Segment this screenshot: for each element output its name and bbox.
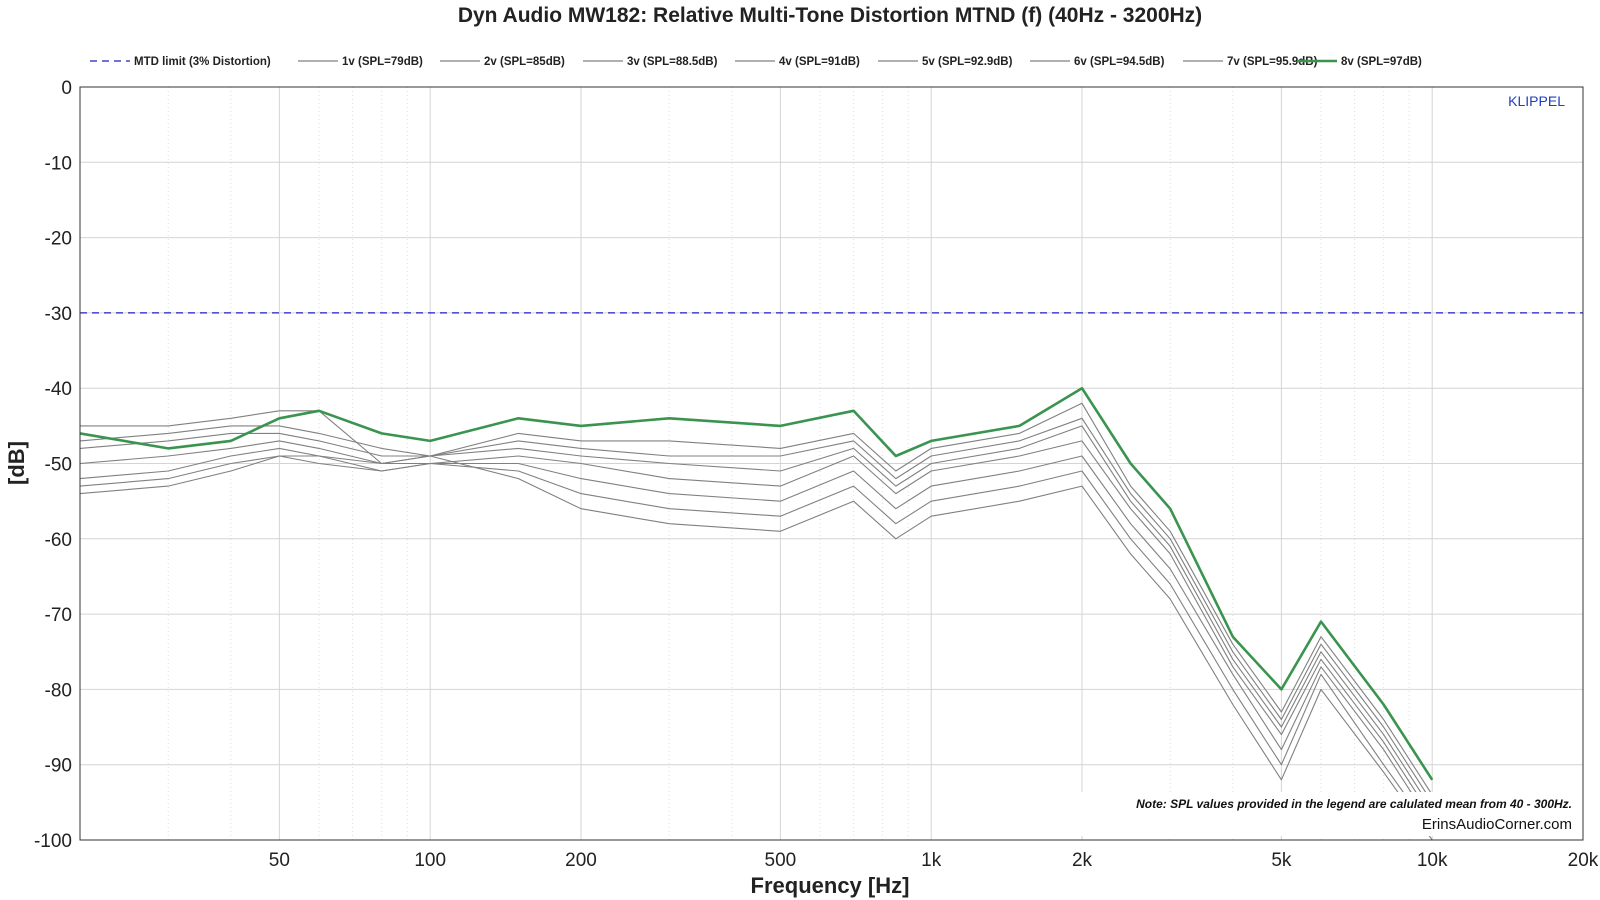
x-tick-label: 1k — [921, 850, 942, 871]
series-line-4 — [80, 440, 1433, 818]
y-tick-label: -20 — [45, 229, 72, 250]
note-box — [1078, 792, 1578, 836]
legend-entry: 7v (SPL=95.9dB) — [1227, 56, 1318, 68]
legend-entry: 2v (SPL=85dB) — [484, 56, 565, 68]
x-tick-label: 50 — [269, 850, 290, 871]
x-tick-label: 500 — [765, 850, 797, 871]
x-axis-label: Frequency [Hz] — [751, 873, 910, 898]
series-line-3 — [80, 447, 1433, 826]
series-line-2 — [80, 455, 1433, 833]
y-tick-label: -30 — [45, 304, 72, 325]
y-tick-label: -70 — [45, 605, 72, 626]
series-line-7 — [80, 402, 1433, 796]
y-tick-label: -90 — [45, 756, 72, 777]
note-text: Note: SPL values provided in the legend … — [1136, 797, 1572, 811]
y-tick-label: -80 — [45, 680, 72, 701]
series-line-1 — [80, 455, 1433, 840]
legend-entry: 6v (SPL=94.5dB) — [1074, 56, 1165, 68]
x-tick-label: 10k — [1417, 850, 1448, 871]
legend-entry: 5v (SPL=92.9dB) — [922, 56, 1013, 68]
x-tick-label: 100 — [414, 850, 446, 871]
legend: MTD limit (3% Distortion) 1v (SPL=79dB) 2v… — [90, 56, 1422, 68]
series-layer — [80, 312, 1583, 840]
plot-frame — [79, 86, 1584, 841]
y-tick-label: -50 — [45, 455, 72, 476]
credit-text: ErinsAudioCorner.com — [1422, 816, 1572, 833]
x-tick-label: 2k — [1072, 850, 1093, 871]
legend-entry: 4v (SPL=91dB) — [779, 56, 860, 68]
y-tick-label: -10 — [45, 153, 72, 174]
y-tick-label: -100 — [34, 831, 72, 852]
legend-entry: 8v (SPL=97dB) — [1341, 56, 1422, 68]
legend-entry: MTD limit (3% Distortion) — [134, 56, 271, 68]
x-tick-labels: 50 100 200 500 1k 2k 5k 10k 20k — [269, 850, 1599, 871]
x-tick-label: 5k — [1271, 850, 1292, 871]
y-tick-label: 0 — [61, 78, 72, 99]
chart-title: Dyn Audio MW182: Relative Multi-Tone Dis… — [458, 4, 1202, 27]
x-tick-label: 20k — [1568, 850, 1599, 871]
y-tick-label: -40 — [45, 379, 72, 400]
y-tick-label: -60 — [45, 530, 72, 551]
legend-entry: 1v (SPL=79dB) — [342, 56, 423, 68]
series-line-6 — [80, 417, 1433, 803]
series-line-8 — [80, 386, 1434, 781]
y-tick-labels: 0 -10 -20 -30 -40 -50 -60 -70 -80 -90 -100 — [34, 78, 72, 852]
y-axis-label: [dB] — [4, 441, 29, 485]
x-tick-label: 200 — [565, 850, 597, 871]
series-line-5 — [80, 425, 1433, 811]
klippel-brand-text: KLIPPEL — [1508, 93, 1565, 109]
legend-entry: 3v (SPL=88.5dB) — [627, 56, 718, 68]
